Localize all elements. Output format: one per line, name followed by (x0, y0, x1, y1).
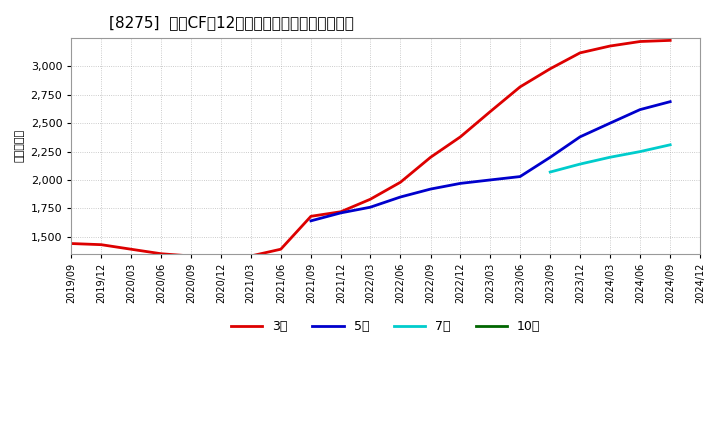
Line: 5年: 5年 (311, 102, 670, 221)
Legend: 3年, 5年, 7年, 10年: 3年, 5年, 7年, 10年 (226, 315, 546, 338)
Line: 7年: 7年 (550, 145, 670, 172)
Text: [8275]  営業CFの12か月移動合計の平均値の推移: [8275] 営業CFの12か月移動合計の平均値の推移 (109, 15, 354, 30)
Line: 3年: 3年 (71, 40, 670, 257)
Y-axis label: （百万円）: （百万円） (15, 129, 25, 162)
